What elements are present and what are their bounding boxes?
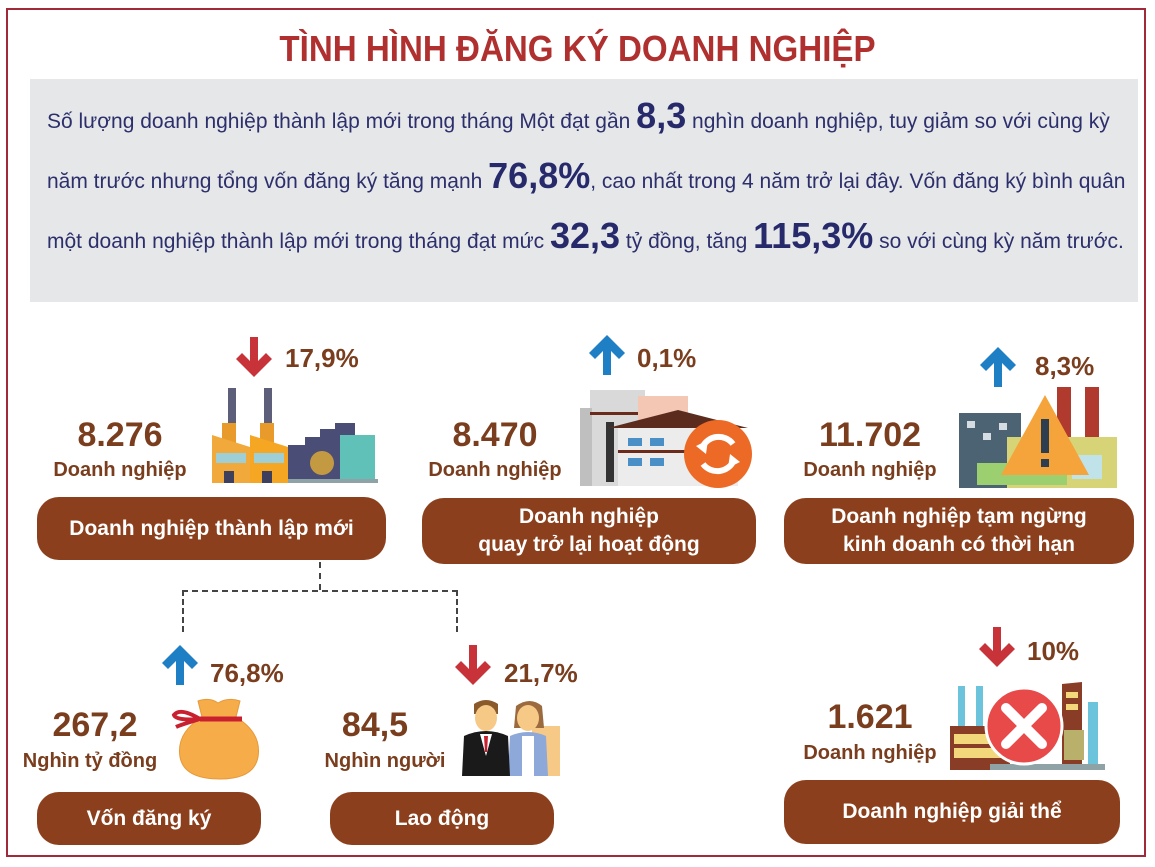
- factory-icon: [212, 388, 378, 483]
- highlight-capital-growth: 76,8%: [488, 155, 591, 196]
- connector-vertical: [319, 562, 321, 590]
- value: 11.702: [818, 416, 922, 454]
- change-percent: 21,7%: [504, 658, 578, 688]
- arrow-up-icon: [162, 645, 198, 685]
- money-bag-icon: [171, 698, 260, 780]
- label-pill: Doanh nghiệp giải thể: [784, 780, 1120, 844]
- change-percent: 8,3%: [1035, 351, 1095, 381]
- arrow-up-icon: [589, 335, 625, 375]
- arrow-down-icon: [455, 645, 491, 685]
- highlight-avg-growth: 115,3%: [753, 215, 874, 256]
- unit: Doanh nghiệp: [803, 459, 937, 481]
- people-icon: [462, 700, 560, 776]
- value: 1.621: [827, 698, 913, 736]
- unit: Doanh nghiệp: [803, 742, 937, 764]
- value: 8.276: [77, 416, 163, 454]
- connector-right: [456, 590, 458, 632]
- arrow-down-icon: [236, 337, 272, 377]
- value: 267,2: [52, 706, 138, 744]
- highlight-avg-capital: 32,3: [549, 215, 621, 256]
- unit: Nghìn người: [324, 750, 446, 772]
- connector-left: [182, 590, 184, 632]
- dissolved-factory-icon: [950, 682, 1105, 770]
- warning-suspend-icon: [959, 387, 1117, 488]
- infographic-frame: [6, 8, 1146, 857]
- label-pill: Doanh nghiệp tạm ngừng kinh doanh có thờ…: [784, 498, 1134, 564]
- highlight-new-count: 8,3: [636, 95, 687, 136]
- value: 8.470: [452, 416, 538, 454]
- label-pill: Lao động: [330, 792, 554, 845]
- unit: Doanh nghiệp: [53, 459, 187, 481]
- arrow-down-icon: [979, 627, 1015, 667]
- change-percent: 76,8%: [210, 658, 284, 688]
- value: 84,5: [341, 706, 409, 744]
- unit: Nghìn tỷ đồng: [22, 750, 158, 772]
- change-percent: 0,1%: [637, 343, 697, 373]
- change-percent: 10%: [1027, 636, 1080, 666]
- change-percent: 17,9%: [285, 343, 359, 373]
- building-return-icon: [580, 390, 752, 488]
- label-pill: Doanh nghiệp thành lập mới: [37, 497, 386, 560]
- page-title: TÌNH HÌNH ĐĂNG KÝ DOANH NGHIỆP: [279, 28, 876, 69]
- summary-panel: Số lượng doanh nghiệp thành lập mới tron…: [30, 79, 1138, 302]
- connector-horizontal: [182, 590, 458, 592]
- unit: Doanh nghiệp: [428, 459, 562, 481]
- arrow-up-icon: [980, 347, 1016, 387]
- summary-text: Số lượng doanh nghiệp thành lập mới tron…: [47, 95, 1126, 256]
- label-pill: Doanh nghiệp quay trở lại hoạt động: [422, 498, 756, 564]
- label-pill: Vốn đăng ký: [37, 792, 261, 845]
